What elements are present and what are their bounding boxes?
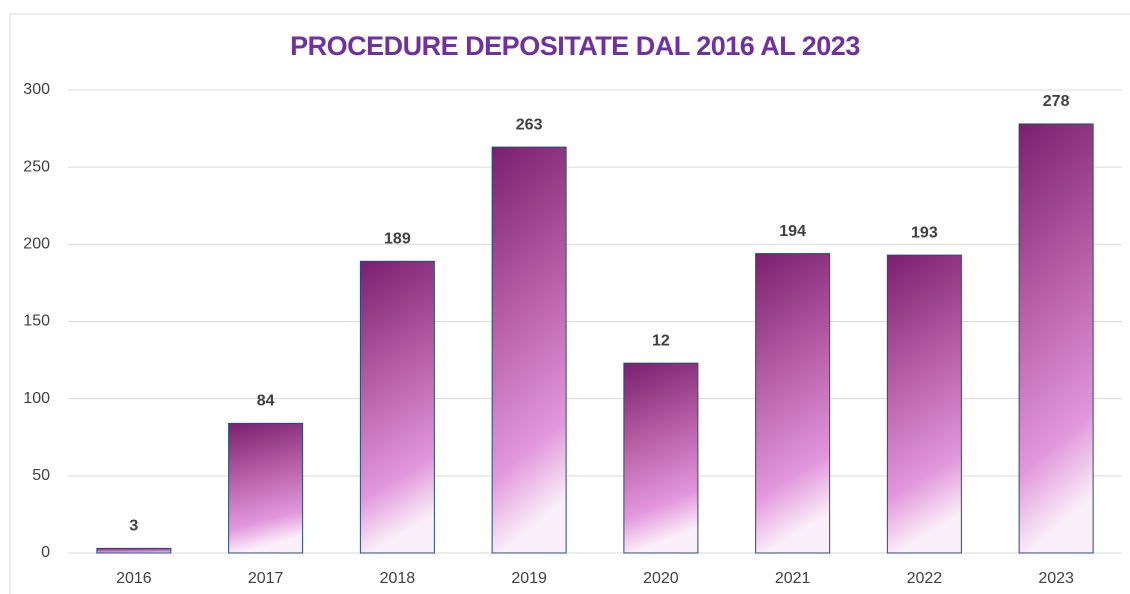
bar [359,260,435,554]
y-tick-label: 200 [23,236,50,253]
bar [886,254,962,554]
y-tick-label: 300 [23,81,50,98]
x-tick-label: 2022 [907,570,943,587]
data-label: 193 [911,224,938,241]
data-label: 263 [516,116,543,133]
data-label: 189 [384,231,411,248]
bar [1018,123,1094,554]
x-tick-label: 2023 [1038,570,1074,587]
bar [491,146,567,554]
x-tick-label: 2020 [643,570,679,587]
x-tick-label: 2018 [380,570,416,587]
data-label: 278 [1043,93,1070,110]
data-label: 84 [257,393,275,410]
x-tick-label: 2017 [248,570,284,587]
data-label: 12 [652,332,670,349]
bar [96,547,172,554]
y-tick-label: 250 [23,158,50,175]
bar [623,362,699,554]
y-tick-label: 0 [41,544,50,561]
chart-title: PROCEDURE DEPOSITATE DAL 2016 AL 2023 [290,31,860,61]
data-label: 3 [129,518,138,535]
y-tick-label: 100 [23,390,50,407]
y-tick-label: 50 [32,467,50,484]
bar [755,253,831,554]
x-tick-label: 2019 [511,570,547,587]
bar [228,422,304,554]
y-tick-label: 150 [23,313,50,330]
data-label: 194 [779,223,806,240]
x-tick-label: 2016 [116,570,152,587]
x-tick-label: 2021 [775,570,811,587]
chart-frame [9,13,1130,594]
